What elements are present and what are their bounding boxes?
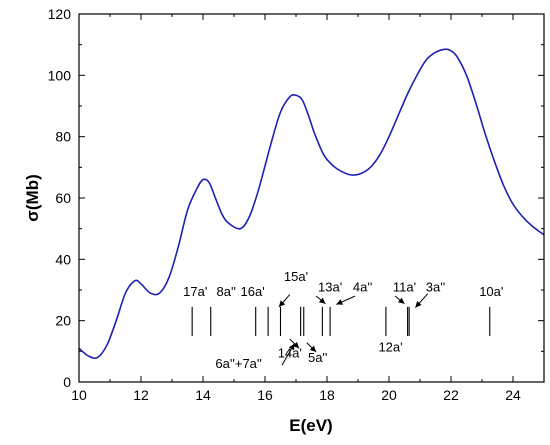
y-axis-title: σ(Mb) (23, 174, 42, 222)
orbital-label: 17a' (183, 284, 207, 299)
orbital-label: 12a' (378, 339, 402, 354)
plot-frame (78, 13, 545, 383)
orbital-label: 5a'' (308, 350, 327, 365)
x-tick-label: 16 (257, 387, 273, 403)
y-tick-label: 0 (63, 374, 71, 390)
orbital-label: 11a' (393, 280, 416, 295)
tick-labels: 10 12 14 16 18 20 22 24 0 20 40 60 80 100 120 (48, 6, 521, 403)
orbital-label: 13a' (318, 280, 342, 295)
orbital-label: 8a'' (217, 284, 236, 299)
orbital-annotations: 17a' 8a'' 16a' 15a' 13a' 4a'' 11a' 3a'' 10a' 6a''… (183, 269, 503, 371)
annotation-arrow (281, 343, 295, 366)
axis-ticks (78, 13, 544, 383)
x-axis-title: E(eV) (289, 416, 332, 435)
orbital-label: 16a' (241, 284, 265, 299)
y-tick-label: 80 (55, 129, 71, 145)
x-tick-label: 22 (443, 387, 459, 403)
annotation-arrow (414, 293, 429, 308)
x-tick-label: 24 (505, 387, 521, 403)
x-tick-label: 14 (195, 387, 211, 403)
annotation-arrow (289, 338, 300, 349)
orbital-label: 15a' (284, 269, 308, 284)
y-tick-label: 120 (48, 6, 72, 22)
x-tick-label: 20 (381, 387, 397, 403)
series-line (78, 48, 545, 360)
y-tick-label: 60 (55, 190, 71, 206)
annotation-arrow (315, 295, 326, 305)
annotation-arrow (278, 294, 291, 308)
orbital-label: 3a'' (426, 280, 445, 295)
annotation-arrow (306, 342, 317, 353)
y-tick-label: 100 (48, 67, 72, 83)
annotation-arrow (336, 295, 356, 305)
orbital-sticks (191, 306, 491, 336)
annotation-arrow (394, 295, 405, 305)
x-tick-label: 12 (133, 387, 149, 403)
x-tick-label: 18 (319, 387, 335, 403)
y-tick-label: 40 (55, 251, 71, 267)
orbital-label: 10a' (479, 284, 503, 299)
orbital-label: 4a'' (353, 280, 372, 295)
x-tick-label: 10 (71, 387, 87, 403)
orbital-label: 14a' (278, 345, 302, 360)
y-tick-label: 20 (55, 313, 71, 329)
orbital-label: 6a''+7a'' (215, 356, 261, 371)
annotation-arrows (278, 293, 429, 366)
